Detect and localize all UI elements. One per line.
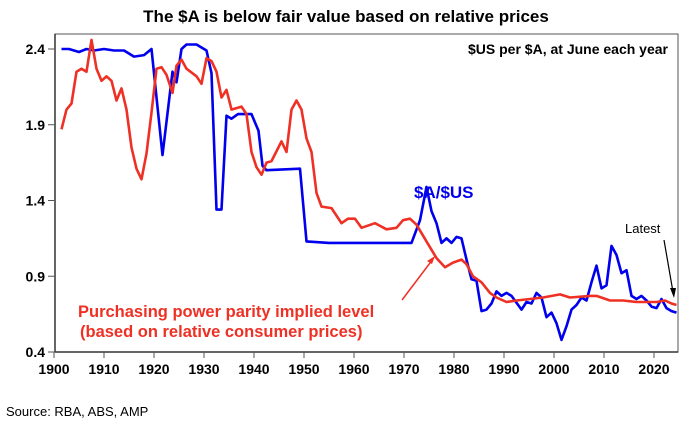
latest-arrow	[663, 239, 674, 293]
y-tick-label: 1.9	[26, 117, 46, 133]
ppp-series-label-line1: Purchasing power parity implied level	[78, 303, 374, 321]
subtitle: $US per $A, at June each year	[468, 41, 669, 57]
latest-arrow-head	[670, 288, 676, 298]
x-tick-label: 1990	[488, 361, 519, 377]
chart-title: The $A is below fair value based on rela…	[143, 7, 549, 26]
x-tick-label: 2010	[588, 361, 619, 377]
source-note: Source: RBA, ABS, AMP	[6, 404, 149, 419]
y-tick-label: 0.4	[26, 344, 46, 360]
x-tick-label: 1920	[138, 361, 169, 377]
ppp-arrow	[401, 258, 434, 301]
axes: 0.4 0.9 1.4 1.9 2.4 1900 1910 1920 1930 1940 1950 1…	[26, 33, 679, 377]
y-tick-label: 2.4	[26, 41, 46, 57]
aud-usd-line	[61, 43, 677, 342]
aud-series-label: $A/$US	[414, 183, 474, 202]
x-tick-label: 1940	[238, 361, 269, 377]
x-tick-label: 1900	[38, 361, 69, 377]
ppp-line	[60, 38, 677, 307]
y-tick-label: 0.9	[26, 268, 46, 284]
x-tick-label: 1970	[388, 361, 419, 377]
x-tick-label: 1950	[288, 361, 319, 377]
latest-label: Latest	[625, 221, 661, 236]
x-tick-label: 1910	[88, 361, 119, 377]
series-lines	[60, 38, 677, 342]
x-tick-label: 1980	[438, 361, 469, 377]
ppp-arrow-head	[427, 256, 435, 264]
x-tick-label: 1960	[338, 361, 369, 377]
ppp-series-label-line2: (based on relative consumer prices)	[80, 323, 362, 341]
x-tick-label: 1930	[188, 361, 219, 377]
y-tick-label: 1.4	[26, 193, 46, 209]
x-tick-label: 2020	[638, 361, 669, 377]
x-tick-label: 2000	[538, 361, 569, 377]
